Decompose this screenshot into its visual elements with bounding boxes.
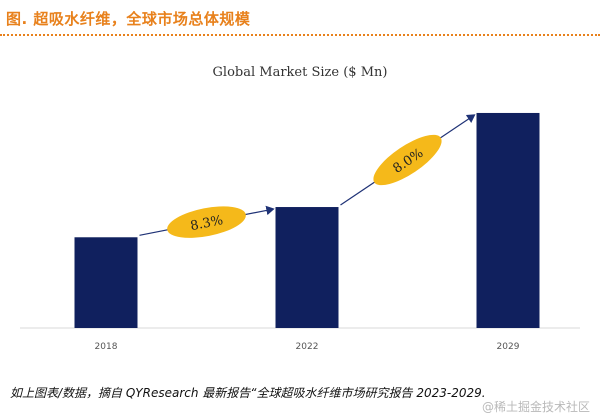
header-divider xyxy=(0,34,600,36)
bar-2018 xyxy=(74,237,138,328)
category-labels: 2018 2022 2029 xyxy=(95,342,520,352)
category-label-2018: 2018 xyxy=(95,342,118,352)
growth-badge-2 xyxy=(373,134,442,186)
chart-title: Global Market Size ($ Mn) xyxy=(213,65,388,80)
bar-2022 xyxy=(275,207,339,328)
figure-header: 图. 超吸水纤维，全球市场总体规模 xyxy=(0,0,600,40)
bar-2029 xyxy=(476,112,540,329)
growth-badge-1 xyxy=(167,206,246,238)
figure-title: 图. 超吸水纤维，全球市场总体规模 xyxy=(6,10,251,28)
market-size-chart: Global Market Size ($ Mn) 8.3%8.0% 2018 2… xyxy=(20,65,580,352)
source-footnote: 如上图表/数据，摘自 QYResearch 最新报告“全球超吸水纤维市场研究报告… xyxy=(10,386,486,400)
category-label-2022: 2022 xyxy=(296,342,319,352)
bars-layer xyxy=(74,112,540,329)
watermark: @稀土掘金技术社区 xyxy=(481,400,590,414)
growth-rate-label-1: 8.3% xyxy=(189,213,224,234)
category-label-2029: 2029 xyxy=(497,342,520,352)
